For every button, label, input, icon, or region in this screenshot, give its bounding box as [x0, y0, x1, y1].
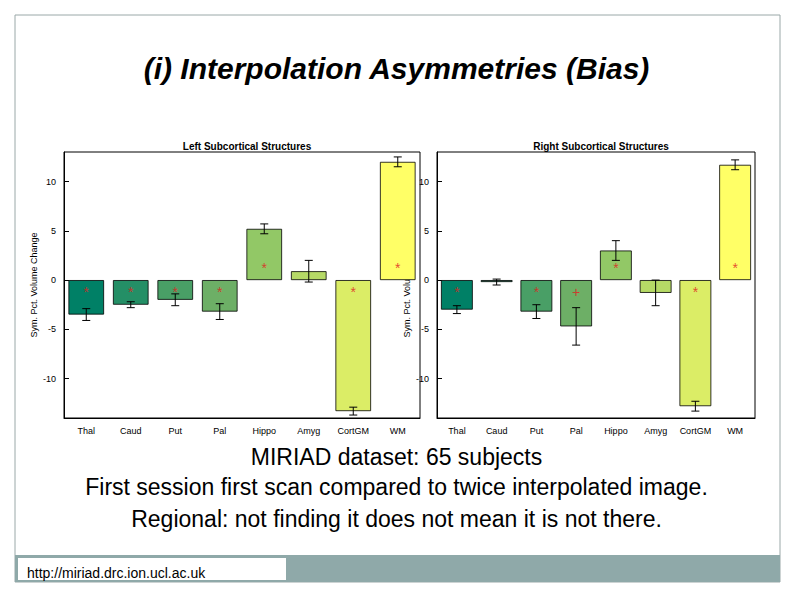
svg-text:-5: -5: [421, 324, 429, 334]
svg-text:Amyg: Amyg: [297, 426, 320, 436]
svg-text:*: *: [454, 284, 460, 300]
svg-text:-10: -10: [416, 374, 429, 384]
svg-text:10: 10: [46, 177, 56, 187]
svg-text:Put: Put: [530, 426, 544, 436]
svg-text:Thal: Thal: [77, 426, 95, 436]
svg-text:Thal: Thal: [448, 426, 466, 436]
svg-text:MIRIAD dataset: 65 subjects: MIRIAD dataset: 65 subjects: [251, 444, 542, 470]
svg-text:Right Subcortical Structures: Right Subcortical Structures: [533, 141, 669, 152]
svg-text:*: *: [351, 284, 357, 300]
svg-text:0: 0: [51, 275, 56, 285]
svg-text:10: 10: [419, 177, 429, 187]
svg-text:*: *: [693, 284, 699, 300]
svg-text:Regional: not finding it does: Regional: not finding it does not mean i…: [131, 506, 662, 532]
svg-text:-5: -5: [48, 324, 56, 334]
svg-text:CortGM: CortGM: [338, 426, 370, 436]
svg-text:Amyg: Amyg: [644, 426, 667, 436]
svg-text:+: +: [572, 284, 580, 300]
svg-text:*: *: [128, 284, 134, 300]
svg-text:*: *: [534, 284, 540, 300]
svg-text:Put: Put: [168, 426, 182, 436]
svg-text:http://miriad.drc.ion.ucl.ac.u: http://miriad.drc.ion.ucl.ac.uk: [27, 565, 206, 581]
svg-text:Caud: Caud: [120, 426, 142, 436]
svg-text:*: *: [262, 260, 268, 276]
svg-text:*: *: [84, 284, 90, 300]
svg-text:Caud: Caud: [486, 426, 508, 436]
svg-text:(i) Interpolation Asymmetries: (i) Interpolation Asymmetries (Bias): [144, 52, 650, 85]
svg-text:5: 5: [51, 226, 56, 236]
svg-text:First session first scan compa: First session first scan compared to twi…: [85, 474, 708, 500]
svg-text:WM: WM: [727, 426, 743, 436]
svg-text:*: *: [732, 260, 738, 276]
svg-text:CortGM: CortGM: [680, 426, 712, 436]
svg-text:Left Subcortical Structures: Left Subcortical Structures: [183, 141, 312, 152]
svg-text:*: *: [217, 284, 223, 300]
svg-text:Sym. Pct. Volume Change: Sym. Pct. Volume Change: [29, 232, 39, 337]
svg-text:0: 0: [424, 275, 429, 285]
svg-text:Pal: Pal: [570, 426, 583, 436]
svg-text:*: *: [395, 260, 401, 276]
svg-text:WM: WM: [390, 426, 406, 436]
svg-text:*: *: [173, 284, 179, 300]
svg-text:Sym. Pct. Volume Change: Sym. Pct. Volume Change: [401, 232, 412, 338]
svg-text:-10: -10: [43, 374, 56, 384]
svg-text:*: *: [613, 260, 619, 276]
svg-text:Pal: Pal: [213, 426, 226, 436]
svg-text:5: 5: [424, 226, 429, 236]
svg-text:Hippo: Hippo: [604, 426, 628, 436]
svg-text:Hippo: Hippo: [252, 426, 276, 436]
